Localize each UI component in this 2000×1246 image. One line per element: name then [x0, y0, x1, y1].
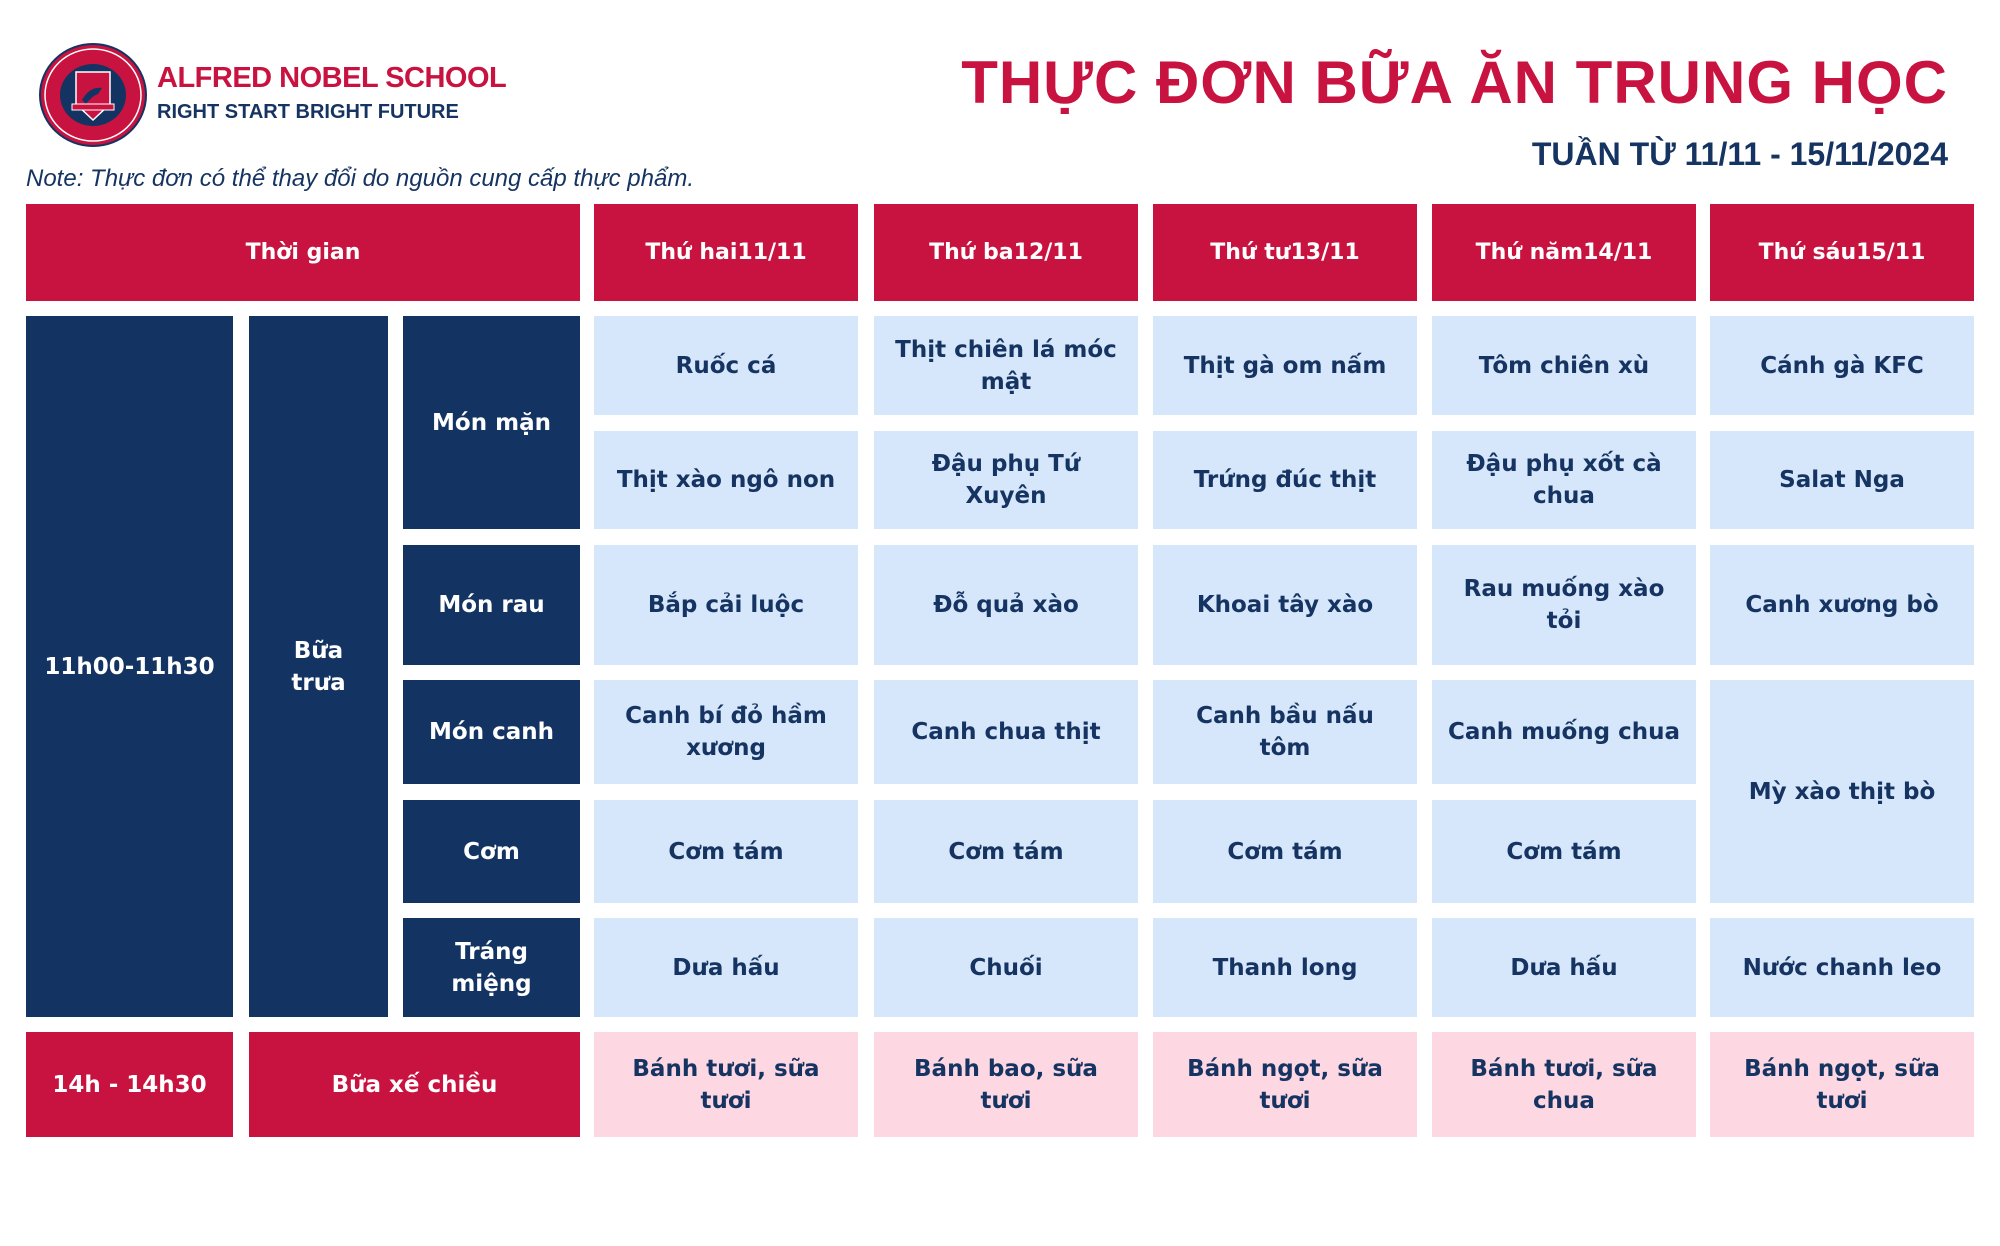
menu-item: Canh bầu nấu tôm [1153, 680, 1417, 784]
day-header: Thứ năm 14/11 [1432, 204, 1696, 301]
menu-item: Đậu phụ Tứ Xuyên [874, 431, 1138, 529]
menu-item: Thịt chiên lá móc mật [874, 316, 1138, 415]
time-header: Thời gian [26, 204, 580, 301]
menu-item: Rau muống xào tỏi [1432, 545, 1696, 665]
menu-item: Nước chanh leo [1710, 918, 1974, 1017]
category-label: Tráng miệng [403, 918, 580, 1017]
menu-item: Dưa hấu [594, 918, 858, 1017]
lunch-time: 11h00-11h30 [26, 316, 233, 1017]
menu-item: Canh bí đỏ hầm xương [594, 680, 858, 784]
category-label: Món canh [403, 680, 580, 784]
category-label: Món mặn [403, 316, 580, 529]
menu-item: Khoai tây xào [1153, 545, 1417, 665]
snack-item: Bánh ngọt, sữa tươi [1153, 1032, 1417, 1137]
menu-item: Thanh long [1153, 918, 1417, 1017]
school-name: ALFRED NOBEL SCHOOL [157, 62, 507, 94]
menu-item: Mỳ xào thịt bò [1710, 680, 1974, 903]
menu-item: Canh muống chua [1432, 680, 1696, 784]
category-label: Món rau [403, 545, 580, 665]
menu-item: Ruốc cá [594, 316, 858, 415]
snack-item: Bánh tươi, sữa tươi [594, 1032, 858, 1137]
snack-label: Bữa xế chiều [249, 1032, 580, 1137]
snack-time: 14h - 14h30 [26, 1032, 233, 1137]
day-header: Thứ ba 12/11 [874, 204, 1138, 301]
menu-item: Canh xương bò [1710, 545, 1974, 665]
school-logo [38, 42, 148, 148]
school-slogan: RIGHT START BRIGHT FUTURE [157, 101, 459, 123]
page-title: THỰC ĐƠN BỮA ĂN TRUNG HỌC [961, 49, 1948, 116]
week-range: TUẦN TỪ 11/11 - 15/11/2024 [1531, 136, 1948, 172]
snack-item: Bánh bao, sữa tươi [874, 1032, 1138, 1137]
category-label: Cơm [403, 800, 580, 903]
menu-item: Cánh gà KFC [1710, 316, 1974, 415]
menu-item: Tôm chiên xù [1432, 316, 1696, 415]
menu-item: Cơm tám [1153, 800, 1417, 903]
menu-item: Chuối [874, 918, 1138, 1017]
day-header: Thứ tư 13/11 [1153, 204, 1417, 301]
day-header: Thứ sáu 15/11 [1710, 204, 1974, 301]
menu-item: Bắp cải luộc [594, 545, 858, 665]
menu-item: Đỗ quả xào [874, 545, 1138, 665]
snack-item: Bánh ngọt, sữa tươi [1710, 1032, 1974, 1137]
menu-item: Cơm tám [874, 800, 1138, 903]
lunch-label: Bữa trưa [249, 316, 388, 1017]
menu-note: Note: Thực đơn có thể thay đổi do nguồn … [26, 165, 695, 192]
menu-item: Thịt xào ngô non [594, 431, 858, 529]
menu-item: Dưa hấu [1432, 918, 1696, 1017]
menu-item: Cơm tám [1432, 800, 1696, 903]
menu-item: Đậu phụ xốt cà chua [1432, 431, 1696, 529]
day-header: Thứ hai 11/11 [594, 204, 858, 301]
menu-item: Canh chua thịt [874, 680, 1138, 784]
snack-item: Bánh tươi, sữa chua [1432, 1032, 1696, 1137]
menu-item: Thịt gà om nấm [1153, 316, 1417, 415]
menu-item: Salat Nga [1710, 431, 1974, 529]
menu-item: Cơm tám [594, 800, 858, 903]
menu-item: Trứng đúc thịt [1153, 431, 1417, 529]
